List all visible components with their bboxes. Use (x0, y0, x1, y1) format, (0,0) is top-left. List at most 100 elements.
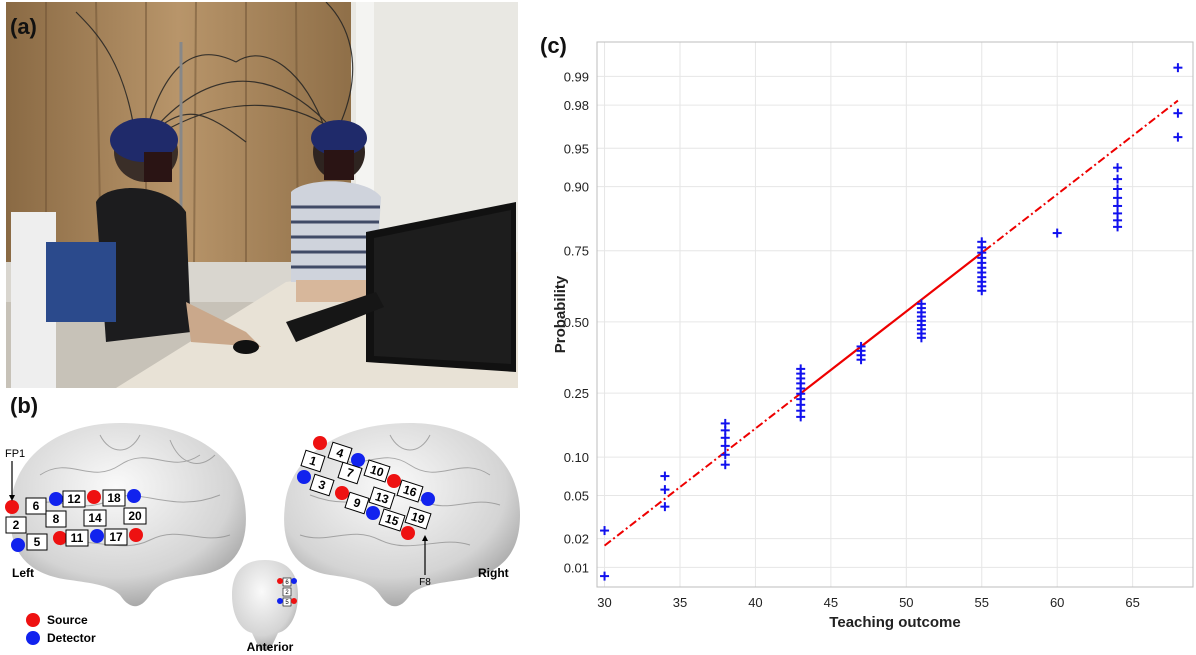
data-point (1113, 193, 1123, 203)
channel-2: 2 (5, 516, 27, 534)
data-point (916, 299, 926, 309)
fit-line-extrapolated-low (603, 392, 802, 547)
right-channels: 4 1 10 7 3 16 13 9 19 15 (300, 441, 432, 532)
data-point (660, 502, 670, 512)
x-tick-label: 45 (824, 595, 838, 610)
svg-text:9: 9 (352, 495, 363, 510)
data-point (1052, 228, 1062, 238)
svg-text:14: 14 (88, 511, 102, 525)
data-point (1173, 108, 1183, 118)
detector-legend-label: Detector (47, 631, 96, 645)
svg-text:17: 17 (109, 530, 123, 544)
channel-17: 17 (104, 528, 128, 546)
y-tick-label: 0.02 (564, 532, 589, 547)
channel-19: 19 (404, 506, 432, 530)
svg-text:8: 8 (53, 512, 60, 526)
data-point (1113, 184, 1123, 194)
channel-7: 7 (337, 461, 363, 485)
svg-text:5: 5 (34, 535, 41, 549)
svg-text:2: 2 (13, 518, 20, 532)
y-tick-label: 0.75 (564, 244, 589, 259)
y-tick-label: 0.05 (564, 488, 589, 503)
channel-12: 12 (62, 490, 86, 508)
data-point (1113, 174, 1123, 184)
channel-20: 20 (123, 507, 147, 525)
anterior-channel-label: 2 (285, 590, 289, 596)
y-tick-label: 0.99 (564, 69, 589, 84)
channel-14: 14 (83, 509, 107, 527)
channel-18: 18 (102, 489, 126, 507)
data-point (1173, 63, 1183, 73)
y-tick-label: 0.10 (564, 450, 589, 465)
right-label: Right (478, 566, 509, 580)
left-channels: 6 12 18 2 8 14 20 5 11 17 (5, 489, 147, 551)
svg-text:7: 7 (345, 465, 356, 480)
channel-1: 1 (300, 449, 326, 473)
data-point (660, 471, 670, 481)
anterior-label: Anterior (247, 640, 294, 654)
source-legend-label: Source (47, 613, 88, 627)
experiment-photo (6, 2, 518, 388)
source-legend-marker (26, 613, 40, 627)
x-tick-label: 60 (1050, 595, 1064, 610)
svg-text:13: 13 (373, 489, 390, 507)
x-tick-label: 55 (975, 595, 989, 610)
channel-6: 6 (25, 497, 47, 515)
channel-4: 4 (327, 441, 353, 465)
svg-text:11: 11 (71, 531, 84, 545)
left-label: Left (12, 566, 34, 580)
plot-frame (596, 41, 1194, 588)
fp1-label: FP1 (5, 448, 25, 460)
data-point (1173, 132, 1183, 142)
channel-3: 3 (309, 473, 335, 497)
x-tick-label: 40 (748, 595, 762, 610)
x-tick-label: 65 (1125, 595, 1139, 610)
anterior-channel-label: 6 (285, 580, 289, 586)
channel-15: 15 (378, 508, 406, 532)
y-tick-label: 0.95 (564, 141, 589, 156)
data-point (977, 237, 987, 247)
x-tick-label: 30 (597, 595, 611, 610)
data-point (720, 418, 730, 428)
data-point (796, 364, 806, 374)
panel-label-b: (b) (10, 393, 39, 418)
svg-text:10: 10 (368, 462, 385, 480)
svg-text:15: 15 (383, 511, 400, 529)
probability-plot: 0.01 0.02 0.05 0.10 0.25 0.50 0.75 0.90 0.95 0.98… (552, 41, 1194, 631)
data-point (720, 450, 730, 460)
y-tick-label: 0.98 (564, 98, 589, 113)
data-point (660, 485, 670, 495)
svg-text:19: 19 (409, 509, 426, 527)
anterior-brain: 6 2 5 (232, 560, 298, 650)
y-tick-label: 0.90 (564, 180, 589, 195)
anterior-channel-label: 5 (285, 600, 289, 606)
data-point (720, 441, 730, 451)
svg-text:16: 16 (401, 482, 418, 500)
svg-text:6: 6 (33, 499, 40, 513)
fit-line-solid (800, 249, 986, 394)
channel-5: 5 (26, 533, 48, 551)
x-axis-label: Teaching outcome (829, 614, 960, 631)
channel-9: 9 (344, 491, 370, 515)
panel-label-c: (c) (540, 33, 567, 58)
y-axis-label: Probability (552, 275, 569, 353)
y-tick-label: 0.25 (564, 386, 589, 401)
brain-channel-diagram: 6 2 5 6 12 18 2 8 14 20 5 11 17 (5, 423, 520, 654)
svg-text:20: 20 (128, 509, 142, 523)
legend: Source Detector (26, 613, 96, 645)
detector-legend-marker (26, 631, 40, 645)
channel-13: 13 (368, 486, 396, 510)
svg-text:4: 4 (335, 445, 346, 460)
channel-11: 11 (65, 529, 89, 547)
data-point (1113, 201, 1123, 211)
right-optodes (297, 436, 435, 540)
svg-text:18: 18 (107, 491, 121, 505)
data-point (720, 460, 730, 470)
panel-label-a: (a) (10, 14, 37, 39)
svg-text:12: 12 (67, 492, 81, 506)
y-tick-label: 0.50 (564, 315, 589, 330)
data-point (1113, 163, 1123, 173)
grid (597, 42, 1193, 587)
x-tick-label: 35 (673, 595, 687, 610)
data-point (600, 571, 610, 581)
